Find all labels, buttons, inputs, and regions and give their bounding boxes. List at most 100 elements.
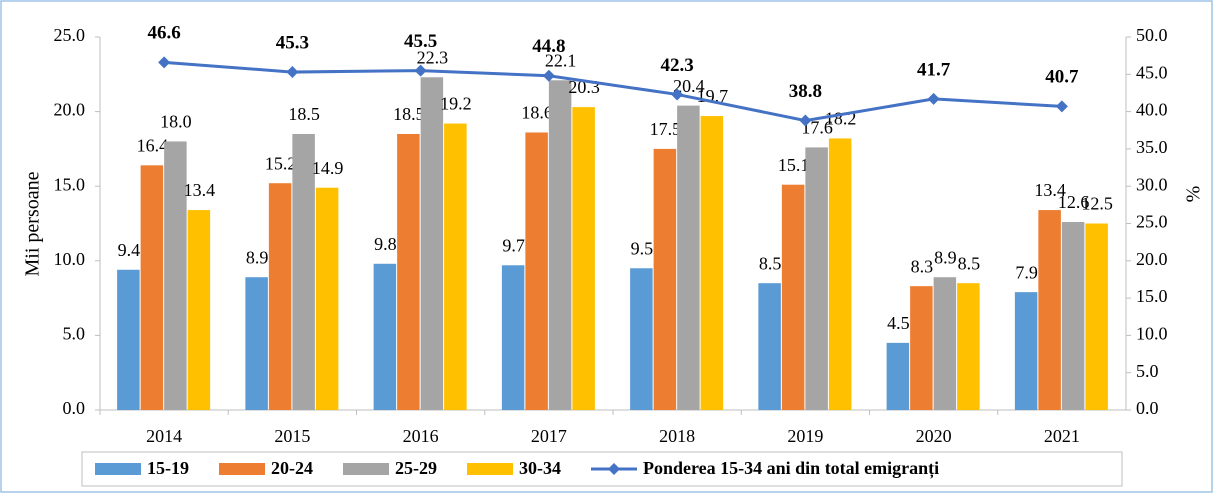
bar	[572, 107, 595, 411]
x-tick-label: 2016	[403, 426, 439, 446]
legend-label: 20-24	[271, 458, 313, 478]
bar-value-label: 22.1	[545, 50, 577, 70]
legend-swatch	[219, 463, 265, 475]
legend-swatch	[343, 463, 389, 475]
line-marker	[1055, 100, 1068, 113]
y2-tick-label: 45.0	[1136, 62, 1168, 82]
bar	[292, 133, 315, 411]
y2-tick-label: 25.0	[1136, 212, 1168, 232]
bar-value-label: 14.9	[312, 158, 344, 178]
bar	[1014, 292, 1038, 410]
bar	[420, 77, 444, 410]
bar-value-label: 15.2	[265, 153, 297, 173]
bar	[1061, 222, 1085, 410]
bar-value-label: 9.4	[118, 240, 141, 260]
bar	[164, 141, 187, 410]
bar-value-label: 4.5	[887, 313, 910, 333]
bar	[187, 210, 211, 410]
x-tick-label: 2019	[787, 426, 823, 446]
bar	[117, 269, 140, 410]
y2-tick-label: 40.0	[1136, 100, 1168, 120]
line-marker	[671, 88, 684, 101]
y2-tick-label: 15.0	[1136, 286, 1168, 306]
bar-value-label: 17.5	[650, 119, 682, 139]
bar-value-label: 8.9	[934, 247, 957, 267]
bar	[1085, 223, 1108, 410]
y2-tick-label: 30.0	[1136, 174, 1168, 194]
bar	[677, 105, 700, 410]
line-marker	[542, 69, 555, 82]
line-marker	[286, 66, 299, 79]
bar	[805, 147, 828, 410]
bar-value-label: 20.4	[673, 76, 705, 96]
line-value-label: 41.7	[917, 59, 951, 80]
bar-value-label: 13.4	[1034, 180, 1066, 200]
bar	[700, 116, 724, 411]
bar	[501, 265, 525, 410]
bar	[910, 286, 933, 410]
bar	[886, 342, 910, 410]
y2-tick-label: 10.0	[1136, 324, 1168, 344]
x-tick-label: 2018	[659, 426, 695, 446]
legend-label: 15-19	[147, 458, 189, 478]
line-value-label: 45.5	[404, 31, 437, 52]
legend-marker	[608, 463, 620, 475]
y2-axis-label: %	[1183, 186, 1205, 203]
bar	[828, 138, 852, 410]
bar	[315, 187, 339, 410]
bar-value-label: 12.6	[1058, 192, 1090, 212]
x-tick-label: 2020	[916, 426, 952, 446]
bar	[548, 80, 572, 410]
legend-label: 30-34	[519, 458, 561, 478]
legend-label: 25-29	[395, 458, 437, 478]
y2-tick-label: 5.0	[1136, 361, 1159, 381]
bar-value-label: 22.3	[417, 47, 449, 67]
y2-tick-label: 35.0	[1136, 137, 1168, 157]
bar	[758, 283, 781, 410]
x-tick-label: 2021	[1044, 426, 1080, 446]
bar-value-label: 8.3	[911, 256, 934, 276]
bar	[1038, 210, 1061, 410]
y-axis-label: Mii persoane	[22, 171, 44, 276]
bar-value-label: 15.1	[778, 155, 810, 175]
line-value-label: 42.3	[661, 55, 694, 76]
bar-value-label: 12.5	[1081, 194, 1113, 214]
bar-value-label: 8.5	[759, 253, 782, 273]
bar-value-label: 19.2	[440, 94, 472, 114]
y2-tick-label: 50.0	[1136, 25, 1168, 45]
bar-value-label: 18.5	[393, 104, 425, 124]
line-value-label: 44.8	[532, 36, 565, 57]
bar	[373, 263, 397, 410]
bar-value-label: 13.4	[184, 180, 216, 200]
legend-label: Ponderea 15-34 ani din total emigranți	[643, 458, 939, 479]
bar-value-label: 16.4	[137, 135, 169, 155]
line	[164, 60, 1062, 123]
y2-tick-label: 0.0	[1136, 398, 1159, 418]
bar-value-label: 8.5	[958, 253, 981, 273]
legend-swatch	[95, 463, 141, 475]
line-value-label: 45.3	[276, 32, 309, 53]
y-tick-label: 5.0	[63, 324, 86, 344]
bar	[245, 277, 268, 410]
bar	[444, 123, 467, 410]
x-tick-label: 2015	[274, 426, 310, 446]
line-marker	[414, 64, 427, 77]
bar-value-label: 9.5	[631, 238, 654, 258]
bar-value-label: 18.6	[521, 103, 553, 123]
line-value-label: 40.7	[1045, 67, 1079, 88]
bar-value-label: 18.0	[160, 112, 192, 132]
bar-value-label: 18.5	[288, 104, 320, 124]
y2-tick-label: 20.0	[1136, 249, 1168, 269]
line-value-label: 38.8	[789, 81, 822, 102]
y-tick-label: 0.0	[63, 398, 86, 418]
bar	[957, 283, 980, 410]
line-value-label: 46.6	[148, 23, 181, 44]
line-marker	[158, 56, 171, 69]
bar	[781, 184, 805, 410]
x-tick-label: 2017	[531, 426, 567, 446]
line-marker	[799, 114, 812, 127]
y-tick-label: 25.0	[54, 25, 86, 45]
line-marker	[927, 92, 940, 105]
bar	[397, 133, 420, 411]
